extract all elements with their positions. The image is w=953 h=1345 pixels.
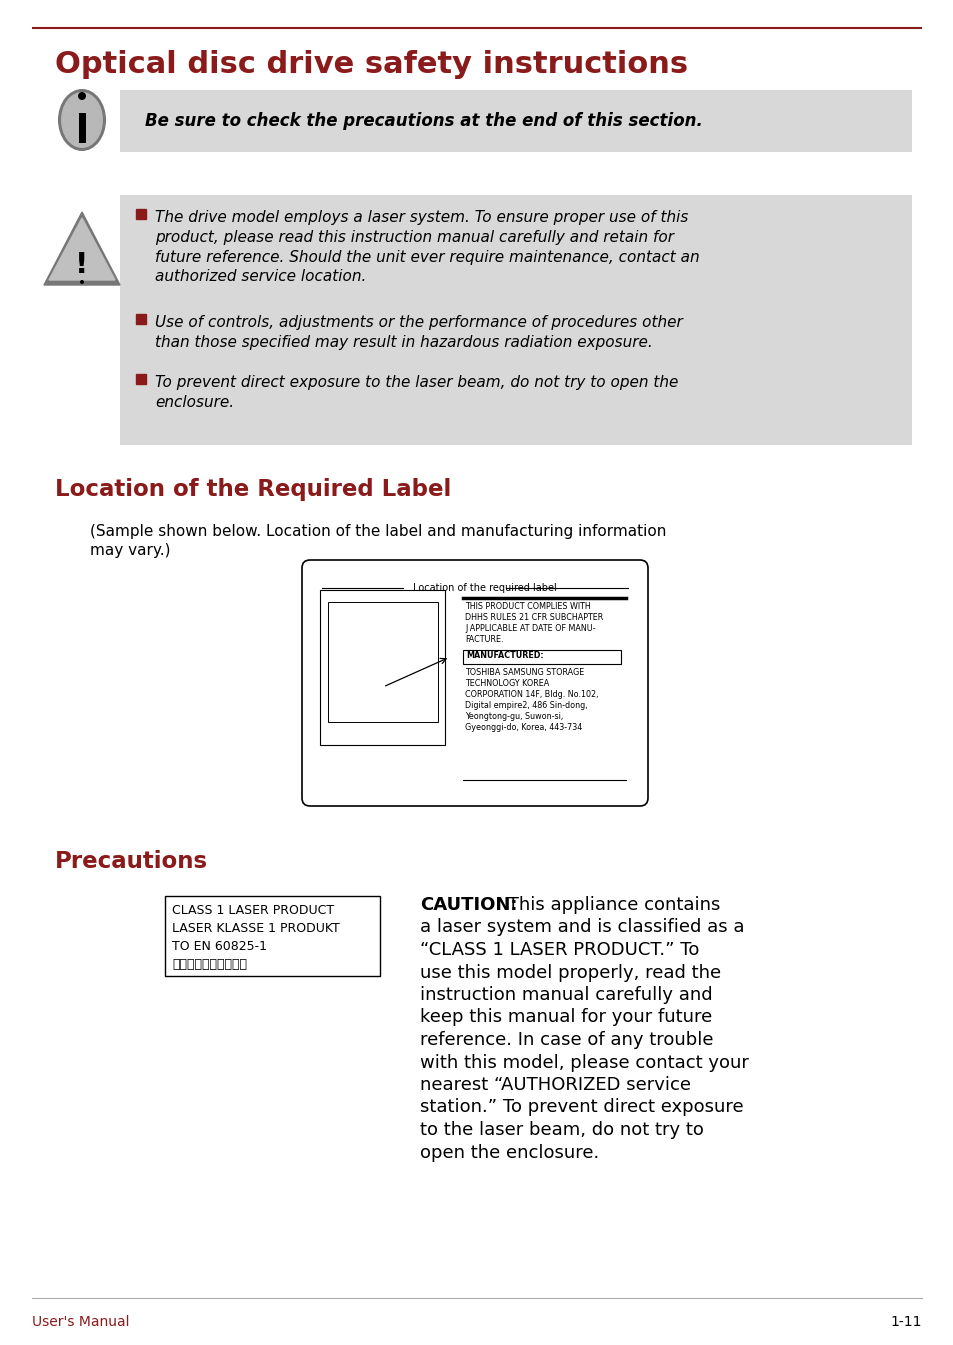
Text: Be sure to check the precautions at the end of this section.: Be sure to check the precautions at the … (145, 112, 702, 130)
Text: 1-11: 1-11 (889, 1315, 921, 1329)
Text: J APPLICABLE AT DATE OF MANU-: J APPLICABLE AT DATE OF MANU- (464, 624, 595, 633)
Polygon shape (49, 218, 115, 280)
Text: (Sample shown below. Location of the label and manufacturing information: (Sample shown below. Location of the lab… (90, 525, 666, 539)
Text: DHHS RULES 21 CFR SUBCHAPTER: DHHS RULES 21 CFR SUBCHAPTER (464, 613, 602, 621)
Bar (462, 650, 620, 664)
Text: to the laser beam, do not try to: to the laser beam, do not try to (419, 1120, 703, 1139)
Text: Use of controls, adjustments or the performance of procedures other
than those s: Use of controls, adjustments or the perf… (154, 315, 682, 350)
Text: Digital empire2, 486 Sin-dong,: Digital empire2, 486 Sin-dong, (464, 701, 587, 710)
Text: Yeongtong-gu, Suwon-si,: Yeongtong-gu, Suwon-si, (464, 712, 562, 721)
Bar (120, 90, 911, 152)
Circle shape (80, 280, 84, 284)
Text: Precautions: Precautions (55, 850, 208, 873)
Text: LASER KLASSE 1 PRODUKT: LASER KLASSE 1 PRODUKT (172, 923, 339, 935)
Text: To prevent direct exposure to the laser beam, do not try to open the
enclosure.: To prevent direct exposure to the laser … (154, 375, 678, 410)
Text: a laser system and is classified as a: a laser system and is classified as a (419, 919, 743, 936)
Bar (136, 374, 146, 385)
Bar (319, 590, 444, 745)
FancyBboxPatch shape (302, 560, 647, 806)
Text: Location of the required label: Location of the required label (413, 582, 557, 593)
Text: TO EN 60825-1: TO EN 60825-1 (172, 940, 267, 954)
Text: Optical disc drive safety instructions: Optical disc drive safety instructions (55, 50, 687, 79)
Text: CAUTION:: CAUTION: (419, 896, 517, 915)
Ellipse shape (58, 89, 106, 151)
Ellipse shape (61, 91, 103, 148)
Text: MANUFACTURED:: MANUFACTURED: (465, 651, 543, 660)
Text: User's Manual: User's Manual (32, 1315, 130, 1329)
Text: open the enclosure.: open the enclosure. (419, 1143, 598, 1162)
Bar (165, 896, 379, 976)
Text: with this model, please contact your: with this model, please contact your (419, 1053, 748, 1072)
Text: may vary.): may vary.) (90, 543, 171, 558)
Text: Location of the Required Label: Location of the Required Label (55, 477, 451, 500)
Text: station.” To prevent direct exposure: station.” To prevent direct exposure (419, 1099, 742, 1116)
Text: CLASS 1 LASER PRODUCT: CLASS 1 LASER PRODUCT (172, 904, 334, 917)
Text: FACTURE.: FACTURE. (464, 635, 503, 644)
Text: !: ! (75, 252, 89, 278)
Text: CORPORATION 14F, Bldg. No.102,: CORPORATION 14F, Bldg. No.102, (464, 690, 598, 699)
Circle shape (78, 91, 86, 100)
Bar (136, 208, 146, 219)
Bar (120, 195, 911, 445)
Text: Gyeonggi-do, Korea, 443-734: Gyeonggi-do, Korea, 443-734 (464, 724, 581, 732)
Text: use this model properly, read the: use this model properly, read the (419, 963, 720, 982)
Bar (136, 313, 146, 324)
Text: reference. In case of any trouble: reference. In case of any trouble (419, 1032, 713, 1049)
Text: “CLASS 1 LASER PRODUCT.” To: “CLASS 1 LASER PRODUCT.” To (419, 941, 699, 959)
Text: TECHNOLOGY KOREA: TECHNOLOGY KOREA (464, 679, 549, 689)
Text: TOSHIBA SAMSUNG STORAGE: TOSHIBA SAMSUNG STORAGE (464, 668, 583, 677)
Bar (79, 113, 86, 143)
Text: The drive model employs a laser system. To ensure proper use of this
product, pl: The drive model employs a laser system. … (154, 210, 699, 284)
Text: nearest “AUTHORIZED service: nearest “AUTHORIZED service (419, 1076, 690, 1093)
Text: keep this manual for your future: keep this manual for your future (419, 1009, 712, 1026)
Polygon shape (44, 213, 120, 285)
Text: This appliance contains: This appliance contains (501, 896, 720, 915)
Text: THIS PRODUCT COMPLIES WITH: THIS PRODUCT COMPLIES WITH (464, 603, 590, 611)
Text: クラス１レーザー製品: クラス１レーザー製品 (172, 958, 247, 971)
Text: instruction manual carefully and: instruction manual carefully and (419, 986, 712, 1003)
Bar (328, 603, 437, 722)
